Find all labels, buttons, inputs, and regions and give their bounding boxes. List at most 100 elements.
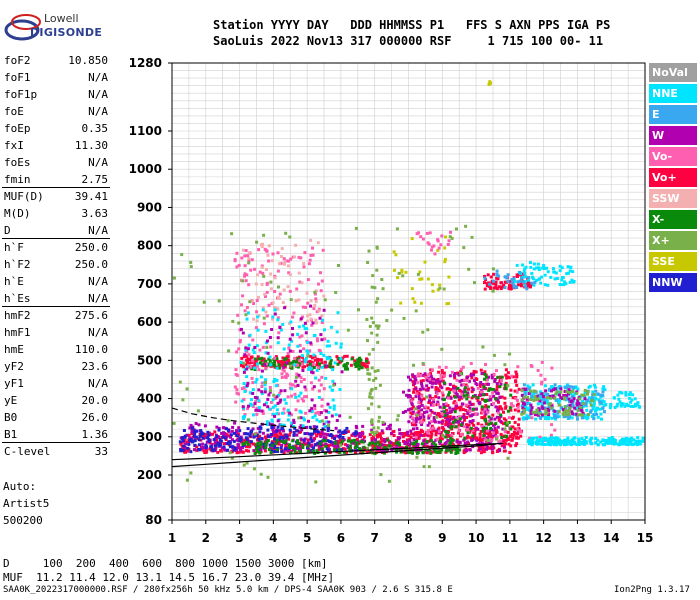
data-point xyxy=(568,398,571,401)
data-point xyxy=(296,364,299,367)
data-point xyxy=(288,236,291,239)
data-point xyxy=(258,406,261,409)
data-point xyxy=(569,266,572,269)
data-point xyxy=(568,409,571,412)
data-point xyxy=(436,238,439,241)
data-point xyxy=(320,376,323,379)
data-point xyxy=(522,402,525,405)
data-point xyxy=(273,415,276,418)
data-point xyxy=(337,264,340,267)
data-point xyxy=(429,414,432,417)
x-tick-label: 11 xyxy=(502,531,519,545)
data-point xyxy=(309,239,312,242)
data-point xyxy=(484,373,487,376)
data-point xyxy=(460,423,463,426)
data-point xyxy=(304,322,307,325)
data-point xyxy=(180,253,183,256)
data-point xyxy=(523,409,526,412)
data-point xyxy=(480,416,483,419)
data-point xyxy=(261,266,264,269)
data-point xyxy=(267,393,270,396)
data-point xyxy=(269,346,272,349)
data-point xyxy=(239,447,242,450)
data-point xyxy=(433,412,436,415)
data-point xyxy=(508,416,511,419)
data-point xyxy=(366,365,369,368)
data-point xyxy=(427,430,430,433)
data-point xyxy=(315,418,318,421)
data-point xyxy=(259,427,262,430)
data-point xyxy=(531,442,534,445)
data-point xyxy=(456,387,459,390)
data-point xyxy=(264,311,267,314)
data-point xyxy=(493,287,496,290)
data-point xyxy=(270,451,273,454)
data-point xyxy=(444,236,447,239)
data-point xyxy=(321,398,324,401)
data-point xyxy=(312,371,315,374)
data-point xyxy=(198,423,201,426)
data-point xyxy=(618,443,621,446)
data-point xyxy=(260,473,263,476)
data-point xyxy=(303,432,306,435)
data-point xyxy=(516,264,519,267)
data-point xyxy=(299,438,302,441)
data-point xyxy=(483,378,486,381)
data-point xyxy=(257,329,260,332)
data-point xyxy=(558,394,561,397)
data-point xyxy=(527,276,530,279)
data-point xyxy=(522,417,525,420)
data-point xyxy=(459,417,462,420)
data-point xyxy=(515,373,518,376)
data-point xyxy=(309,363,312,366)
data-point xyxy=(544,384,547,387)
data-point xyxy=(568,441,571,444)
data-point xyxy=(577,409,580,412)
data-point xyxy=(487,383,490,386)
data-point xyxy=(485,448,488,451)
data-point xyxy=(387,439,390,442)
data-point xyxy=(271,444,274,447)
data-point xyxy=(183,429,186,432)
data-point xyxy=(297,298,300,301)
data-point xyxy=(554,397,557,400)
data-point xyxy=(539,282,542,285)
data-point xyxy=(449,415,452,418)
data-point xyxy=(543,402,546,405)
data-point xyxy=(448,391,451,394)
data-point xyxy=(250,430,253,433)
data-point xyxy=(186,387,189,390)
data-point xyxy=(366,261,369,264)
data-point xyxy=(450,397,453,400)
data-point xyxy=(341,436,344,439)
data-point xyxy=(486,429,489,432)
data-point xyxy=(277,296,280,299)
data-point xyxy=(323,387,326,390)
data-point xyxy=(262,346,265,349)
data-point xyxy=(280,450,283,453)
data-point xyxy=(255,241,258,244)
data-point xyxy=(477,387,480,390)
data-point xyxy=(627,443,630,446)
data-point xyxy=(559,269,562,272)
data-point xyxy=(487,273,490,276)
data-point xyxy=(255,413,258,416)
data-point xyxy=(297,384,300,387)
data-point xyxy=(538,268,541,271)
data-point xyxy=(307,278,310,281)
data-point xyxy=(179,381,182,384)
data-point xyxy=(314,377,317,380)
data-point xyxy=(559,387,562,390)
data-point xyxy=(493,354,496,357)
data-point xyxy=(280,389,283,392)
data-point xyxy=(331,368,334,371)
data-point xyxy=(504,286,507,289)
data-point xyxy=(509,406,512,409)
data-point xyxy=(541,413,544,416)
data-point xyxy=(443,410,446,413)
data-point xyxy=(203,301,206,304)
data-point xyxy=(244,309,247,312)
data-point xyxy=(504,387,507,390)
data-point xyxy=(576,418,579,421)
data-point xyxy=(597,443,600,446)
